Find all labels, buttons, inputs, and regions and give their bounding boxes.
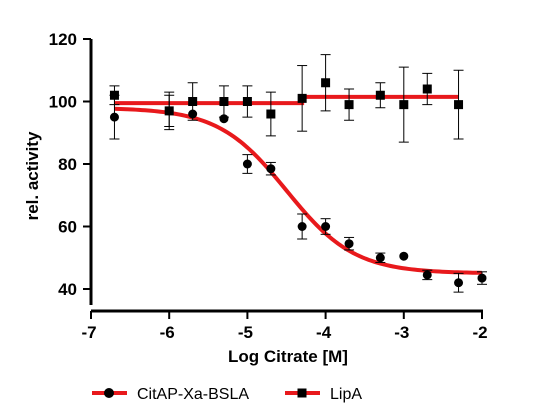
x-tick-label: -3 (394, 323, 409, 342)
legend-marker (297, 388, 307, 398)
x-axis-title: Log Citrate [M] (228, 347, 348, 366)
data-point-square (297, 93, 307, 103)
data-point-circle (422, 270, 432, 280)
legend-item-1: CitAP-Xa-BSLA (92, 386, 249, 403)
data-point-circle (297, 222, 307, 231)
data-point-square (188, 97, 198, 106)
data-point-square (109, 90, 119, 100)
data-point-circle (375, 253, 385, 263)
plot-area (109, 54, 487, 293)
data-point-square (266, 109, 276, 119)
y-tick-label: 40 (58, 280, 77, 299)
x-tick-label: -7 (81, 323, 96, 342)
legend: CitAP-Xa-BSLA LipA (92, 386, 362, 403)
x-tick-label: -4 (316, 323, 332, 342)
data-point-square (454, 100, 464, 110)
data-point-square (344, 100, 354, 110)
data-point-circle (266, 164, 276, 174)
y-tick-label: 60 (58, 218, 77, 237)
y-axis-title: rel. activity (23, 131, 42, 220)
fit-curve-1 (114, 106, 483, 275)
data-point-circle (477, 273, 487, 283)
legend-marker (104, 388, 114, 398)
y-tick-label: 100 (49, 93, 77, 112)
data-point-circle (344, 239, 354, 249)
data-point-circle (454, 278, 464, 288)
axes: 40 60 80 100 120 -7 -6 -5 -4 -3 -2 (49, 30, 488, 342)
x-tick-label: -2 (472, 323, 487, 342)
y-tick-label: 120 (49, 30, 77, 49)
legend-label: CitAP-Xa-BSLA (137, 386, 249, 403)
y-tick-label: 80 (58, 155, 77, 174)
x-tick-label: -5 (238, 323, 253, 342)
data-point-square (242, 97, 252, 106)
x-tick-label: -6 (160, 323, 175, 342)
legend-item-2: LipA (285, 386, 362, 403)
data-point-square (219, 97, 229, 106)
data-point-circle (321, 222, 331, 231)
data-point-circle (242, 159, 252, 169)
data-point-circle (109, 112, 119, 122)
data-point-square (399, 100, 409, 110)
data-point-square (422, 84, 432, 94)
data-point-circle (219, 114, 229, 124)
data-point-square (321, 78, 331, 88)
data-point-circle (399, 251, 409, 261)
data-point-square (164, 106, 174, 116)
legend-label: LipA (330, 386, 362, 403)
data-point-square (375, 90, 385, 100)
